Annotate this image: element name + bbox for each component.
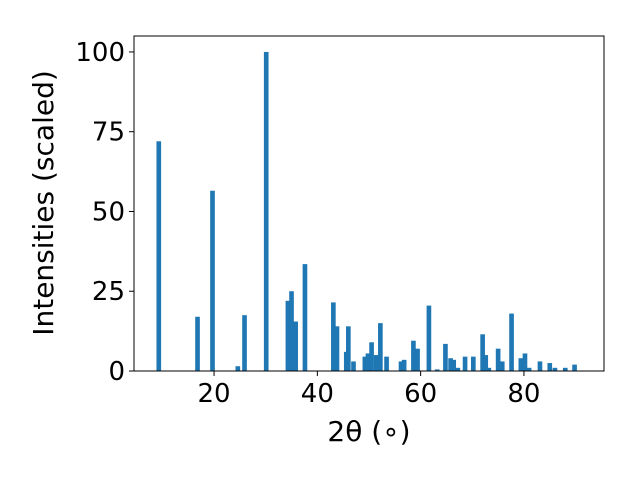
bar	[526, 367, 532, 371]
bar	[398, 361, 404, 371]
bar	[552, 367, 558, 371]
bar	[411, 340, 416, 371]
bar	[451, 359, 457, 371]
bars-group	[156, 51, 577, 371]
x-tick-label: 80	[507, 379, 540, 409]
y-axis-label: Intensities (scaled)	[27, 70, 60, 336]
bar	[384, 356, 389, 371]
bar	[346, 326, 351, 371]
bar	[235, 366, 241, 371]
bar	[443, 343, 448, 371]
bar	[365, 353, 371, 371]
bar	[499, 361, 505, 371]
bar	[285, 300, 291, 371]
bar	[486, 367, 492, 371]
bar	[415, 348, 420, 371]
x-tick-label: 40	[301, 379, 334, 409]
x-axis-label: 2θ (∘)	[327, 415, 410, 448]
bar	[289, 291, 294, 371]
bar	[373, 355, 379, 371]
y-tick-label: 0	[108, 357, 125, 387]
x-tick-label: 20	[198, 379, 231, 409]
bar	[334, 326, 340, 371]
y-tick-label: 75	[92, 118, 125, 148]
bar	[362, 356, 368, 371]
bar	[448, 358, 453, 371]
bar	[455, 367, 461, 371]
bar	[495, 348, 501, 371]
y-tick-label: 100	[75, 38, 125, 68]
bar	[293, 321, 298, 371]
bar	[471, 356, 476, 371]
bar	[378, 323, 383, 371]
bar	[156, 141, 162, 371]
bar	[509, 313, 514, 371]
bar	[434, 369, 440, 371]
y-tick-label: 25	[92, 277, 125, 307]
bar	[522, 353, 528, 371]
x-tick-label: 60	[404, 379, 437, 409]
plot-frame	[133, 35, 605, 372]
bar	[537, 361, 543, 371]
bar	[210, 190, 215, 371]
bar	[351, 361, 356, 371]
bar	[462, 356, 468, 371]
bar	[401, 359, 407, 371]
bar	[547, 363, 553, 371]
y-axis: 0 25 50 75 100	[75, 38, 134, 387]
bar	[426, 305, 432, 371]
bar	[572, 364, 577, 371]
bar	[480, 334, 485, 371]
bar	[331, 302, 336, 371]
x-axis: 20 40 60 80	[198, 371, 540, 409]
y-tick-label: 50	[92, 197, 125, 227]
bar	[562, 367, 568, 371]
bar	[242, 315, 247, 371]
bar	[195, 316, 200, 371]
bar	[369, 342, 374, 371]
plot-area	[134, 36, 604, 371]
bar	[302, 264, 308, 371]
bar	[483, 355, 489, 371]
bar	[263, 51, 269, 371]
bar	[518, 358, 524, 371]
